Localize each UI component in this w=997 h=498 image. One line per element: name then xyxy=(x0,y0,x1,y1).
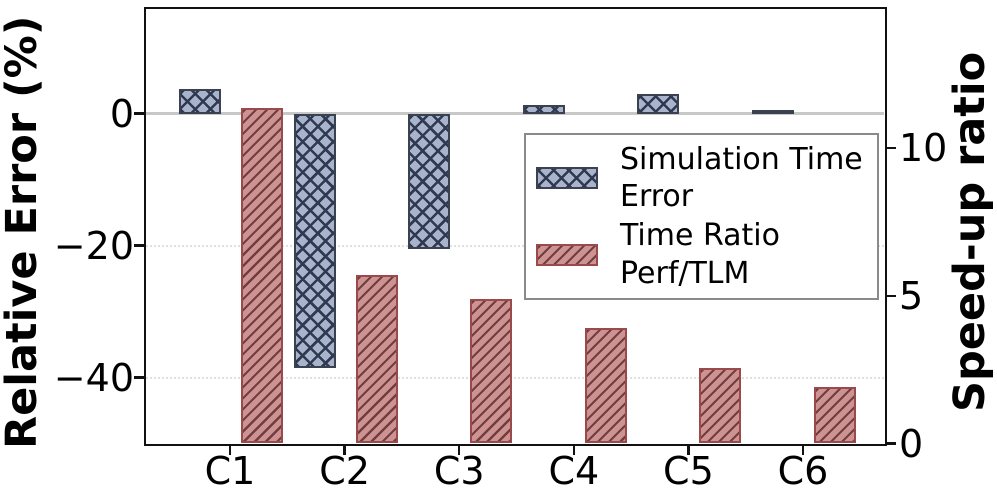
legend-label-line: Error xyxy=(620,179,694,215)
legend-swatch-simulation-time-error-icon xyxy=(536,167,598,190)
x-axis-tick-mark xyxy=(801,445,805,455)
bar-simulation-time-error-c1 xyxy=(179,89,221,114)
minor-gridline xyxy=(146,244,884,247)
legend-entry-time-ratio-perf-tlm: Time Ratio Perf/TLM xyxy=(536,217,867,292)
x-axis-tick-label-c5: C5 xyxy=(663,449,714,493)
minor-gridline xyxy=(146,376,884,379)
left-axis-tick-mark xyxy=(134,244,144,247)
right-axis-tick-label-10: 10 xyxy=(899,126,948,171)
x-axis-tick-mark xyxy=(687,445,690,455)
x-axis-tick-label-c1: C1 xyxy=(204,449,256,493)
x-axis-tick-label-c6: C6 xyxy=(777,449,829,493)
legend-entry-simulation-time-error: Simulation Time Error xyxy=(536,141,867,216)
bar-simulation-time-error-c6 xyxy=(752,109,794,114)
bar-time-ratio-perf-tlm-c3 xyxy=(470,298,513,444)
bar-time-ratio-perf-tlm-c5 xyxy=(699,368,742,444)
left-axis-tick-label-20: −20 xyxy=(53,223,134,268)
bar-simulation-time-error-c2 xyxy=(293,113,336,369)
x-axis-tick-label-c3: C3 xyxy=(433,449,485,493)
bar-time-ratio-perf-tlm-c6 xyxy=(814,387,856,444)
left-axis-tick-label-0: 0 xyxy=(109,91,134,136)
right-axis-tick-mark xyxy=(886,442,896,445)
left-axis-tick-label-40: −40 xyxy=(53,355,134,400)
right-axis-tick-label-0: 0 xyxy=(899,421,924,466)
bar-time-ratio-perf-tlm-c2 xyxy=(355,275,398,444)
left-axis-tick-mark xyxy=(134,112,144,115)
bar-simulation-time-error-c5 xyxy=(637,94,680,114)
x-axis-tick-mark xyxy=(343,445,346,455)
right-axis-tick-label-5: 5 xyxy=(899,273,924,318)
right-axis-tick-mark xyxy=(886,147,896,150)
legend-label-line: Perf/TLM xyxy=(620,255,750,291)
zero-gridline xyxy=(146,112,884,115)
x-axis-tick-label-c2: C2 xyxy=(319,449,370,493)
left-axis-title: Relative Error (%) xyxy=(0,15,47,449)
legend: Simulation Time Error Time Ratio Perf/TLM xyxy=(524,133,879,300)
x-axis-tick-mark xyxy=(228,445,232,455)
right-axis-title: Speed-up ratio xyxy=(945,51,995,413)
legend-label-line: Time Ratio xyxy=(620,218,780,254)
bar-simulation-time-error-c4 xyxy=(522,104,565,114)
legend-label-line: Simulation Time xyxy=(620,141,863,177)
x-axis-tick-label-c4: C4 xyxy=(548,449,600,493)
legend-swatch-time-ratio-perf-tlm-icon xyxy=(536,243,598,266)
bar-time-ratio-perf-tlm-c4 xyxy=(584,328,627,444)
bar-simulation-time-error-c3 xyxy=(408,113,451,249)
right-axis-tick-mark xyxy=(886,294,896,298)
left-axis-tick-mark xyxy=(134,376,144,379)
x-axis-tick-mark xyxy=(458,445,461,455)
bar-time-ratio-perf-tlm-c1 xyxy=(241,108,283,444)
legend-label-simulation-time-error: Simulation Time Error xyxy=(620,141,863,216)
x-axis-tick-mark xyxy=(572,445,575,455)
legend-label-time-ratio-perf-tlm: Time Ratio Perf/TLM xyxy=(620,217,780,292)
